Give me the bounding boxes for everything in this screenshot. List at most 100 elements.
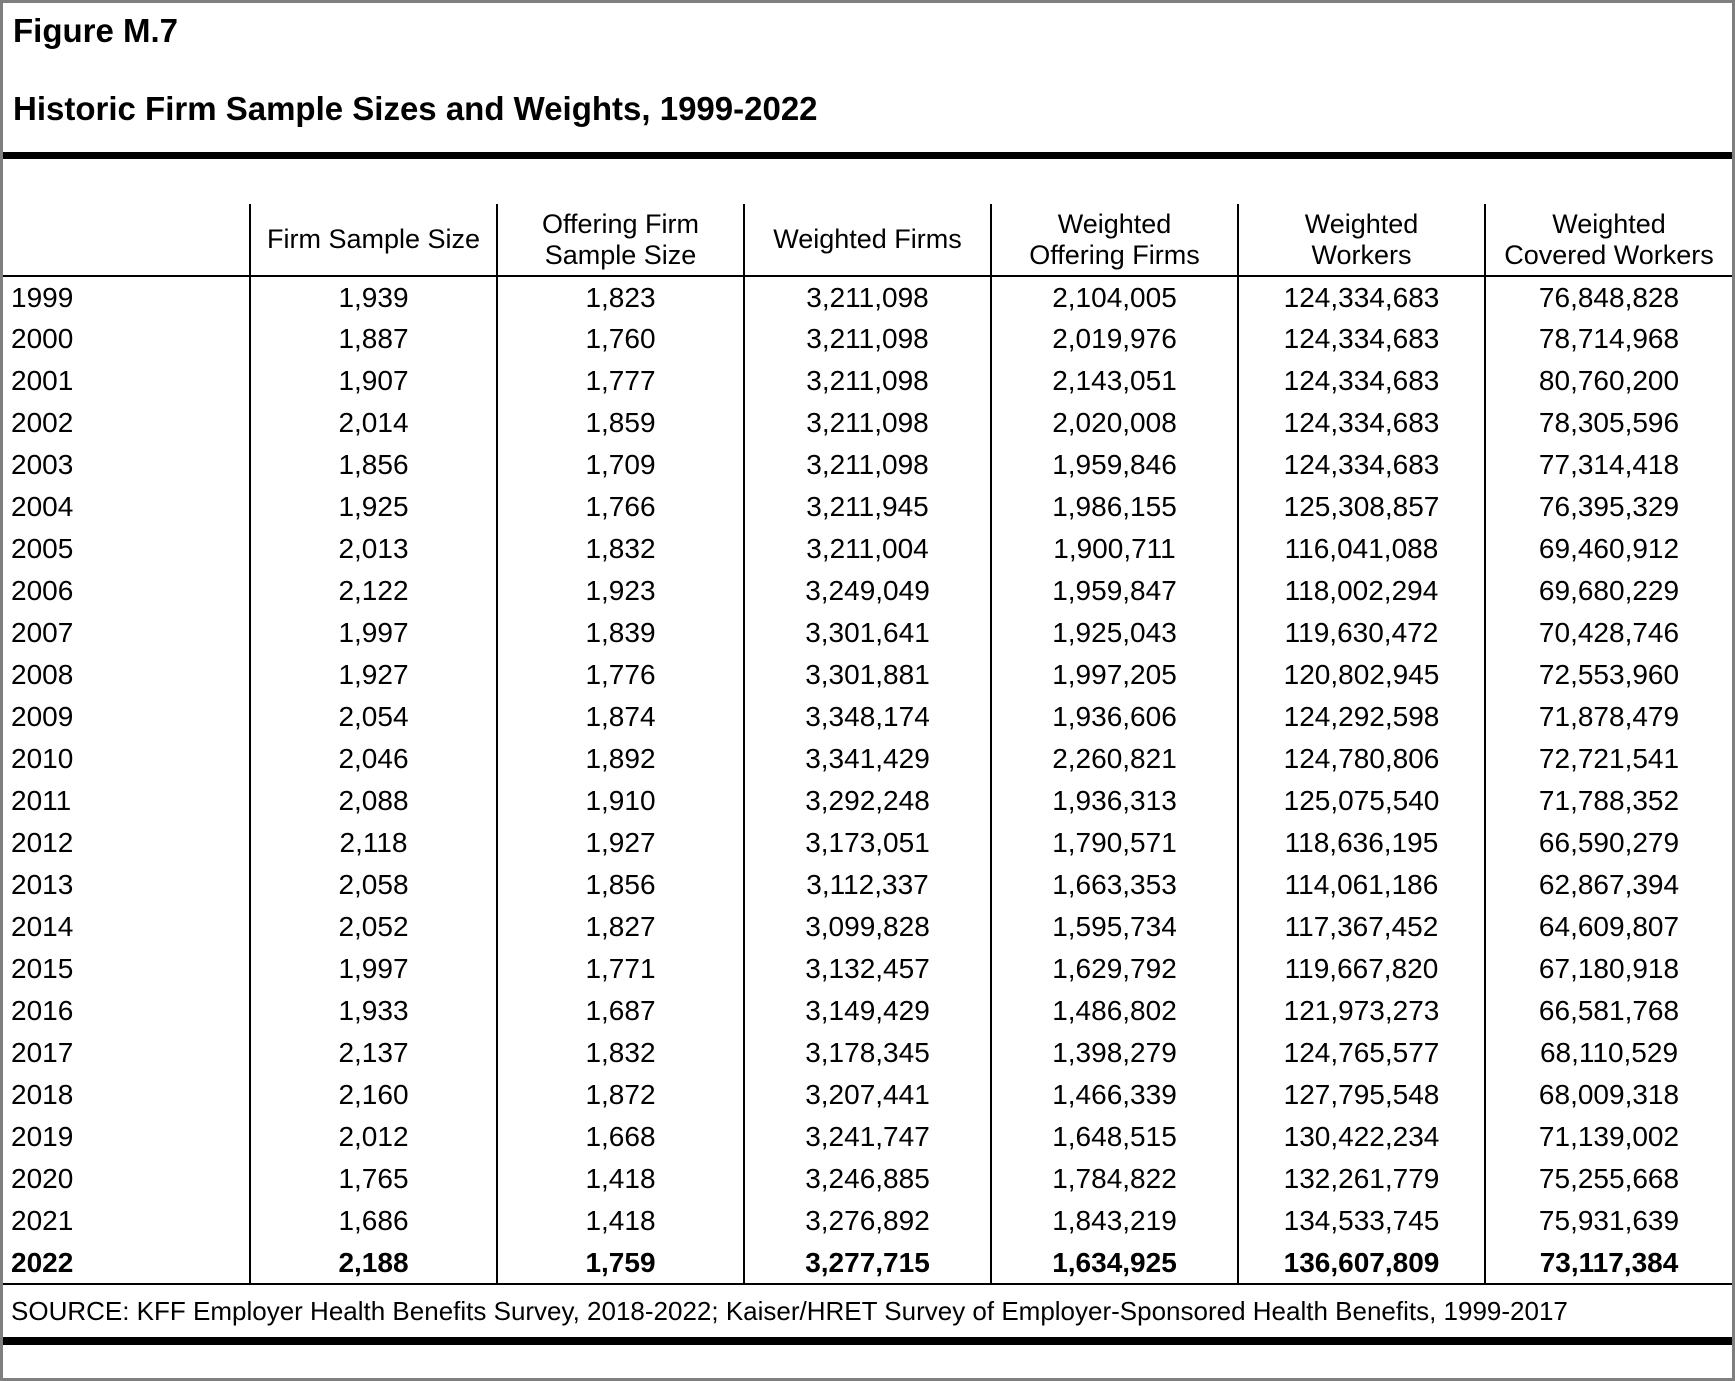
source-row: SOURCE: KFF Employer Health Benefits Sur… <box>3 1285 1732 1337</box>
data-cell: 1,927 <box>249 654 497 696</box>
year-cell: 2021 <box>11 1205 74 1236</box>
year-cell: 1999 <box>11 281 74 313</box>
table-row: 2015 1,997 1,771 3,132,457 1,629,792 119,667,… <box>3 948 1732 990</box>
data-cell: 1,832 <box>496 1032 744 1074</box>
data-cell: 1,790,571 <box>990 822 1238 864</box>
data-cell: 1,777 <box>496 360 744 402</box>
data-cell: 1,856 <box>496 864 744 906</box>
table-row: 2001 1,907 1,777 3,211,098 2,143,051 124,334,… <box>3 360 1732 402</box>
data-cell: 2,013 <box>249 528 497 570</box>
data-cell: 2,188 <box>249 1242 497 1285</box>
table-row: 2005 2,013 1,832 3,211,004 1,900,711 116,041,… <box>3 528 1732 570</box>
data-cell: 120,802,945 <box>1237 654 1485 696</box>
table-row: 2019 2,012 1,668 3,241,747 1,648,515 130,422,… <box>3 1116 1732 1158</box>
data-cell: 1,776 <box>496 654 744 696</box>
data-cell: 2,054 <box>249 696 497 738</box>
data-cell: 2,012 <box>249 1116 497 1158</box>
data-cell: 2,088 <box>249 780 497 822</box>
table-row: 2008 1,927 1,776 3,301,881 1,997,205 120,802,… <box>3 654 1732 696</box>
figure-title: Historic Firm Sample Sizes and Weights, … <box>13 90 818 127</box>
data-cell: 3,211,098 <box>743 444 991 486</box>
data-cell: 1,663,353 <box>990 864 1238 906</box>
data-cell: 1,784,822 <box>990 1158 1238 1200</box>
data-cell: 2,052 <box>249 906 497 948</box>
data-cell: 3,301,641 <box>743 612 991 654</box>
data-cell: 116,041,088 <box>1237 528 1485 570</box>
data-cell: 3,277,715 <box>743 1242 991 1285</box>
data-cell: 1,936,606 <box>990 696 1238 738</box>
title-divider-rule <box>3 152 1732 159</box>
data-cell: 3,207,441 <box>743 1074 991 1116</box>
year-cell: 2017 <box>11 1037 74 1068</box>
year-cell: 2020 <box>11 1163 74 1194</box>
data-cell: 3,292,248 <box>743 780 991 822</box>
table-row: 2013 2,058 1,856 3,112,337 1,663,353 114,061,… <box>3 864 1732 906</box>
data-cell: 130,422,234 <box>1237 1116 1485 1158</box>
table-row: 2020 1,765 1,418 3,246,885 1,784,822 132,261,… <box>3 1158 1732 1200</box>
data-cell: 3,149,429 <box>743 990 991 1032</box>
data-cell: 136,607,809 <box>1237 1242 1485 1285</box>
data-cell: 1,827 <box>496 906 744 948</box>
header-row: Firm Sample Size Offering Firm Sample Siz… <box>3 204 1732 277</box>
data-cell: 64,609,807 <box>1484 906 1732 948</box>
data-cell: 3,246,885 <box>743 1158 991 1200</box>
data-cell: 124,292,598 <box>1237 696 1485 738</box>
table-row: 2018 2,160 1,872 3,207,441 1,466,339 127,795,… <box>3 1074 1732 1116</box>
data-cell: 2,014 <box>249 402 497 444</box>
table-row: 2022 2,188 1,759 3,277,715 1,634,925 136,607,… <box>3 1242 1732 1285</box>
data-cell: 68,009,318 <box>1484 1074 1732 1116</box>
year-cell: 2010 <box>11 743 74 774</box>
table-row: 2006 2,122 1,923 3,249,049 1,959,847 118,002,… <box>3 570 1732 612</box>
data-cell: 69,460,912 <box>1484 528 1732 570</box>
year-cell: 2007 <box>11 617 74 648</box>
data-cell: 3,099,828 <box>743 906 991 948</box>
table-row: 2000 1,887 1,760 3,211,098 2,019,976 124,334,… <box>3 318 1732 360</box>
data-cell: 1,997 <box>249 612 497 654</box>
data-cell: 1,823 <box>496 276 744 318</box>
data-cell: 3,211,098 <box>743 276 991 318</box>
data-cell: 117,367,452 <box>1237 906 1485 948</box>
data-cell: 1,760 <box>496 318 744 360</box>
data-cell: 1,927 <box>496 822 744 864</box>
data-cell: 1,486,802 <box>990 990 1238 1032</box>
year-cell: 2004 <box>11 491 74 522</box>
data-cell: 76,395,329 <box>1484 486 1732 528</box>
year-cell: 2015 <box>11 953 74 984</box>
data-cell: 1,843,219 <box>990 1200 1238 1242</box>
data-cell: 2,143,051 <box>990 360 1238 402</box>
data-cell: 3,249,049 <box>743 570 991 612</box>
data-cell: 3,173,051 <box>743 822 991 864</box>
data-cell: 1,766 <box>496 486 744 528</box>
table-body: 1999 1,939 1,823 3,211,098 2,104,005 124,334,… <box>3 276 1732 1285</box>
data-cell: 1,959,847 <box>990 570 1238 612</box>
year-cell: 2006 <box>11 575 74 606</box>
year-cell: 2000 <box>11 323 74 354</box>
data-cell: 76,848,828 <box>1484 276 1732 318</box>
year-cell: 2012 <box>11 827 74 858</box>
year-cell: 2005 <box>11 533 74 564</box>
data-cell: 124,334,683 <box>1237 276 1485 318</box>
data-cell: 75,255,668 <box>1484 1158 1732 1200</box>
data-cell: 132,261,779 <box>1237 1158 1485 1200</box>
data-cell: 1,887 <box>249 318 497 360</box>
data-cell: 1,832 <box>496 528 744 570</box>
table-row: 2016 1,933 1,687 3,149,429 1,486,802 121,973,… <box>3 990 1732 1032</box>
data-cell: 2,020,008 <box>990 402 1238 444</box>
data-cell: 119,667,820 <box>1237 948 1485 990</box>
data-cell: 2,137 <box>249 1032 497 1074</box>
data-cell: 62,867,394 <box>1484 864 1732 906</box>
data-cell: 1,856 <box>249 444 497 486</box>
data-cell: 1,759 <box>496 1242 744 1285</box>
column-header: Firm Sample Size <box>249 204 497 277</box>
data-cell: 71,878,479 <box>1484 696 1732 738</box>
data-cell: 78,305,596 <box>1484 402 1732 444</box>
data-cell: 125,308,857 <box>1237 486 1485 528</box>
table-row: 2012 2,118 1,927 3,173,051 1,790,571 118,636,… <box>3 822 1732 864</box>
data-cell: 75,931,639 <box>1484 1200 1732 1242</box>
data-cell: 70,428,746 <box>1484 612 1732 654</box>
data-cell: 1,910 <box>496 780 744 822</box>
data-cell: 1,686 <box>249 1200 497 1242</box>
data-cell: 1,771 <box>496 948 744 990</box>
table-row: 2009 2,054 1,874 3,348,174 1,936,606 124,292,… <box>3 696 1732 738</box>
